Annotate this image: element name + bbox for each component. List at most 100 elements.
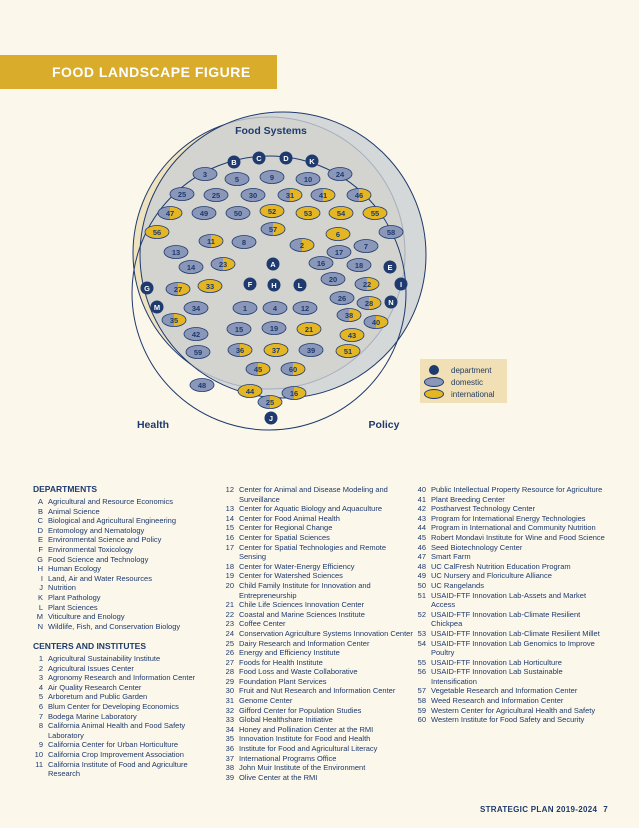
list-item: J Nutrition <box>30 583 220 593</box>
marker-label: 44 <box>246 387 255 396</box>
item-key: 2 <box>38 663 43 673</box>
list-item: 30 Fruit and Nut Research and Information… <box>223 686 413 696</box>
item-key: 47 <box>417 552 426 562</box>
marker-label: 47 <box>166 209 174 218</box>
marker-label: 40 <box>372 318 380 327</box>
item-key: I <box>40 573 43 583</box>
item-name: Conservation Agriculture Systems Innovat… <box>239 628 413 638</box>
marker-label: L <box>298 281 303 290</box>
list-item: 13 Center for Aquatic Biology and Aquacul… <box>223 504 413 514</box>
center-marker: 41 <box>310 188 336 202</box>
list-item: 60 Western Institute for Food Safety and … <box>415 715 607 725</box>
international-marker-icon <box>424 389 444 399</box>
item-name: USAID-FTF Innovation Lab Horticulture <box>431 657 562 667</box>
center-marker: 36 <box>227 343 253 357</box>
center-marker: 25 <box>257 395 283 409</box>
department-marker: L <box>293 278 307 292</box>
item-name: Agricultural Sustainability Institute <box>48 654 161 663</box>
item-name: Center for Watershed Sciences <box>239 571 343 581</box>
marker-label: 39 <box>307 346 315 355</box>
marker-label: 58 <box>387 228 395 237</box>
marker-label: 33 <box>206 282 214 291</box>
item-name: Western Center for Agricultural Health a… <box>431 705 596 715</box>
item-name: John Muir Institute of the Environment <box>239 763 366 773</box>
center-marker: 11 <box>198 234 224 248</box>
item-name: Agricultural and Resource Economics <box>48 497 174 506</box>
item-name: Agronomy Research and Information Center <box>48 673 196 683</box>
marker-label: 8 <box>242 238 246 247</box>
item-key: 56 <box>417 667 426 677</box>
center-marker: 30 <box>240 188 266 202</box>
center-marker: 40 <box>363 315 389 329</box>
list-item: 49 UC Nursery and Floriculture Alliance <box>415 571 607 581</box>
marker-label: 6 <box>336 230 340 239</box>
list-item: 27 Foods for Health Institute <box>223 658 413 668</box>
center-marker: 21 <box>296 322 322 336</box>
center-marker: 26 <box>329 291 355 305</box>
item-key: 30 <box>225 686 234 696</box>
marker-label: N <box>388 298 393 307</box>
marker-label: 16 <box>290 389 298 398</box>
list-item: 16 Center for Spatial Sciences <box>223 533 413 543</box>
list-item: 54 USAID-FTF Innovation Lab Genomics to I… <box>415 639 607 658</box>
marker-label: 46 <box>355 191 363 200</box>
item-name: Wildlife, Fish, and Conservation Biology <box>48 621 181 631</box>
item-key: 25 <box>225 638 234 648</box>
item-key: E <box>37 535 43 545</box>
item-name: Center for Aquatic Biology and Aquacultu… <box>239 504 383 514</box>
list-item: 33 Global Healthshare Initiative <box>223 715 413 725</box>
center-marker: 19 <box>261 321 287 335</box>
marker-label: D <box>283 154 289 163</box>
item-key: 40 <box>417 485 426 494</box>
legend: department domestic international <box>420 359 507 403</box>
department-marker: K <box>305 154 319 168</box>
marker-label: 57 <box>269 225 277 234</box>
center-marker: 53 <box>295 206 321 220</box>
item-key: 35 <box>225 734 234 744</box>
department-marker: E <box>383 260 397 274</box>
list-item: 40 Public Intellectual Property Resource … <box>415 485 607 495</box>
list-item: 44 Program in International and Community… <box>415 523 607 533</box>
item-key: 45 <box>417 532 426 542</box>
center-marker: 43 <box>339 328 365 342</box>
list-item: 51 USAID-FTF Innovation Lab-Assets and Ma… <box>415 591 607 610</box>
item-key: 42 <box>417 504 426 514</box>
list-item: 22 Coastal and Marine Sciences Institute <box>223 610 413 620</box>
item-name: Seed Biotechnology Center <box>431 542 523 552</box>
item-name: California Institute of Food and Agricul… <box>48 759 188 779</box>
item-key: 60 <box>417 715 426 725</box>
item-key: 28 <box>225 667 234 677</box>
department-marker: B <box>227 155 241 169</box>
center-marker: 48 <box>189 378 215 392</box>
department-marker: F <box>243 277 257 291</box>
marker-label: 3 <box>203 170 207 179</box>
marker-label: 4 <box>273 304 278 313</box>
list-item: 38 John Muir Institute of the Environment <box>223 763 413 773</box>
item-name: Center for Regional Change <box>239 523 333 533</box>
list-item: 45 Robert Mondavi Institute for Wine and … <box>415 533 607 543</box>
item-key: J <box>39 583 43 593</box>
item-key: 7 <box>38 711 43 721</box>
list-item: 2 Agricultural Issues Center <box>30 664 215 674</box>
center-marker: 55 <box>362 206 388 220</box>
marker-label: 24 <box>336 170 345 179</box>
marker-label: 34 <box>192 304 201 313</box>
marker-label: 12 <box>301 304 309 313</box>
marker-label: 60 <box>289 365 297 374</box>
center-marker: 33 <box>197 279 223 293</box>
center-marker: 56 <box>144 225 170 239</box>
marker-label: 25 <box>178 190 186 199</box>
item-name: Animal Science <box>48 506 100 516</box>
center-marker: 24 <box>327 167 353 181</box>
item-name: Center for Spatial Technologies and Remo… <box>239 542 387 562</box>
item-name: Program in International and Community N… <box>431 523 596 533</box>
item-name: Center for Animal and Disease Modeling a… <box>239 485 388 504</box>
departments-heading: DEPARTMENTS <box>33 484 98 494</box>
item-key: H <box>37 564 43 574</box>
marker-label: 1 <box>243 304 247 313</box>
center-marker: 1 <box>232 301 258 315</box>
item-name: USAID-FTF Innovation Lab-Climate Resilie… <box>431 628 600 638</box>
list-item: 50 UC Rangelands <box>415 581 607 591</box>
item-key: D <box>37 525 43 535</box>
item-name: Robert Mondavi Institute for Wine and Fo… <box>431 532 605 542</box>
